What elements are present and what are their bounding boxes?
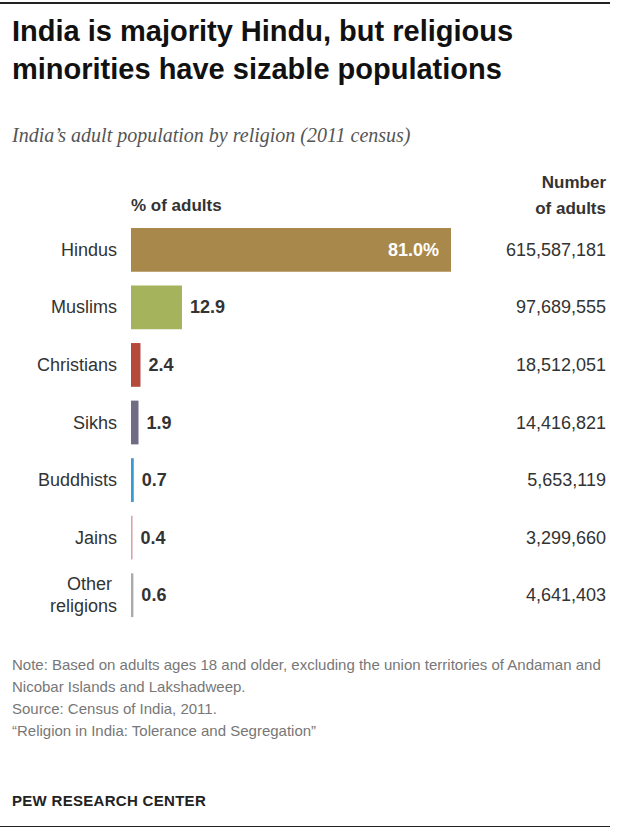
html-text:Source: Census of India, 2011.: Source: Census of India, 2011.	[12, 700, 217, 717]
svg-text:3,299,660: 3,299,660	[526, 528, 606, 548]
html-text:Number of adults: Number of adults	[535, 173, 606, 218]
svg-text:12.9: 12.9	[190, 297, 225, 317]
svg-text:97,689,555: 97,689,555	[516, 297, 606, 317]
html-text:% of adults: % of adults	[131, 196, 222, 215]
svg-text:14,416,821: 14,416,821	[516, 413, 606, 433]
html-text:India’s adult population by re: India’s adult population by religion (20…	[12, 124, 411, 146]
html-text:PEW RESEARCH CENTER: PEW RESEARCH CENTER	[12, 792, 207, 809]
html-text:“Religion in India: Tolerance: “Religion in India: Tolerance and Segreg…	[12, 722, 317, 739]
svg-text:Christians: Christians	[37, 355, 117, 375]
svg-text:1.9: 1.9	[147, 413, 172, 433]
svg-text:81.0%: 81.0%	[388, 240, 439, 260]
html-text:India is majority Hindu, but r: India is majority Hindu, but religious m…	[12, 15, 514, 85]
svg-text:Jains: Jains	[75, 528, 117, 548]
svg-text:0.4: 0.4	[141, 528, 166, 548]
svg-text:0.6: 0.6	[141, 585, 166, 605]
svg-text:18,512,051: 18,512,051	[516, 355, 606, 375]
svg-text:Buddhists: Buddhists	[38, 470, 117, 490]
svg-text:0.7: 0.7	[142, 470, 167, 490]
svg-text:2.4: 2.4	[148, 355, 173, 375]
svg-text:615,587,181: 615,587,181	[506, 240, 606, 260]
svg-text:religions: religions	[50, 596, 117, 616]
svg-text:Hindus: Hindus	[61, 240, 117, 260]
html-text:Note: Based on adults ages 18: Note: Based on adults ages 18 and older,…	[12, 656, 601, 695]
svg-text:5,653,119: 5,653,119	[527, 470, 606, 490]
svg-text:4,641,403: 4,641,403	[526, 585, 606, 605]
svg-text:Muslims: Muslims	[51, 297, 117, 317]
svg-text:Other: Other	[67, 574, 117, 594]
svg-text:Sikhs: Sikhs	[73, 413, 117, 433]
